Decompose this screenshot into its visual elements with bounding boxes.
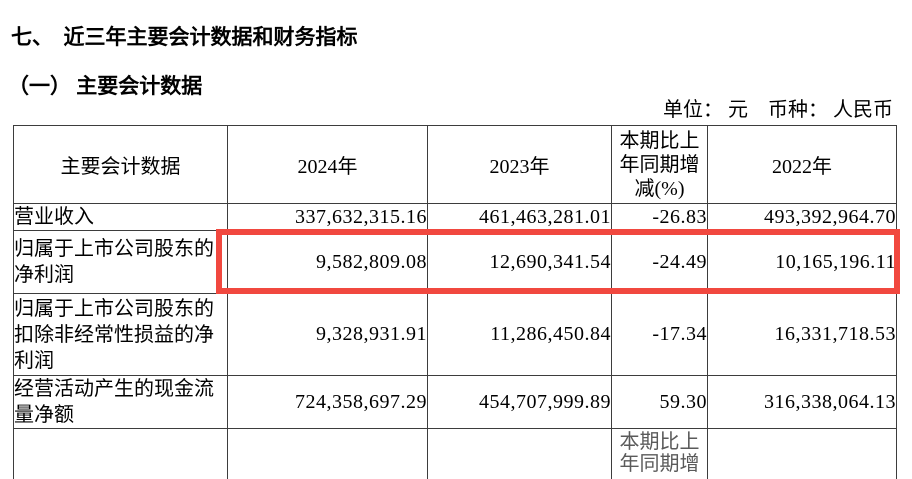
- accounting-data-table: 主要会计数据 2024年 2023年 本期比上年同期增减(%) 2022年 营业…: [13, 125, 897, 479]
- col-header-metric: 主要会计数据: [13, 125, 228, 204]
- cell-metric: 归属于上市公司股东的净利润: [13, 230, 228, 294]
- cell-2024: 724,358,697.29: [227, 375, 428, 429]
- cell-metric: 营业收入: [13, 203, 228, 231]
- table-header-row: 主要会计数据 2024年 2023年 本期比上年同期增减(%) 2022年: [13, 125, 897, 204]
- cell-change-clipped: 本期比上年同期增: [611, 428, 708, 479]
- cell-change: -26.83: [611, 203, 708, 231]
- cell-2022: 16,331,718.53: [707, 293, 897, 376]
- cell-2022: 493,392,964.70: [707, 203, 897, 231]
- table-row-net-profit: 归属于上市公司股东的净利润 9,582,809.08 12,690,341.54…: [13, 230, 897, 294]
- table-row-operating-cash-flow: 经营活动产生的现金流量净额 724,358,697.29 454,707,999…: [13, 375, 897, 429]
- cell-2024: 337,632,315.16: [227, 203, 428, 231]
- cell-2022: 316,338,064.13: [707, 375, 897, 429]
- cell-change: 59.30: [611, 375, 708, 429]
- col-header-2024: 2024年: [227, 125, 428, 204]
- cell-2023-empty: [427, 428, 612, 479]
- cell-metric: 归属于上市公司股东的扣除非经常性损益的净利润: [13, 293, 228, 376]
- cell-2023: 461,463,281.01: [427, 203, 612, 231]
- cell-2024: 9,582,809.08: [227, 230, 428, 294]
- unit-currency-note: 单位： 元 币种： 人民币: [663, 99, 893, 121]
- table-row-net-profit-deducted: 归属于上市公司股东的扣除非经常性损益的净利润 9,328,931.91 11,2…: [13, 293, 897, 376]
- col-header-2023: 2023年: [427, 125, 612, 204]
- cell-2022: 10,165,196.11: [707, 230, 897, 294]
- cell-2023: 12,690,341.54: [427, 230, 612, 294]
- cell-change: -24.49: [611, 230, 708, 294]
- cell-2024: 9,328,931.91: [227, 293, 428, 376]
- subsection-title: （一） 主要会计数据: [8, 74, 203, 99]
- col-header-2022: 2022年: [707, 125, 897, 204]
- section-title: 七、 近三年主要会计数据和财务指标: [11, 25, 358, 50]
- cell-metric: 经营活动产生的现金流量净额: [13, 375, 228, 429]
- cell-2023: 454,707,999.89: [427, 375, 612, 429]
- cell-2023: 11,286,450.84: [427, 293, 612, 376]
- col-header-change-label: 本期比上年同期增减(%): [619, 129, 700, 200]
- table-row-revenue: 营业收入 337,632,315.16 461,463,281.01 -26.8…: [13, 203, 897, 231]
- cell-change: -17.34: [611, 293, 708, 376]
- cell-metric-empty: [13, 428, 228, 479]
- table-row-clipped: 本期比上年同期增: [13, 428, 897, 479]
- cell-2022-empty: [707, 428, 897, 479]
- cell-2024-empty: [227, 428, 428, 479]
- col-header-change: 本期比上年同期增减(%): [611, 125, 708, 204]
- clipped-change-header-text: 本期比上年同期增: [619, 431, 700, 475]
